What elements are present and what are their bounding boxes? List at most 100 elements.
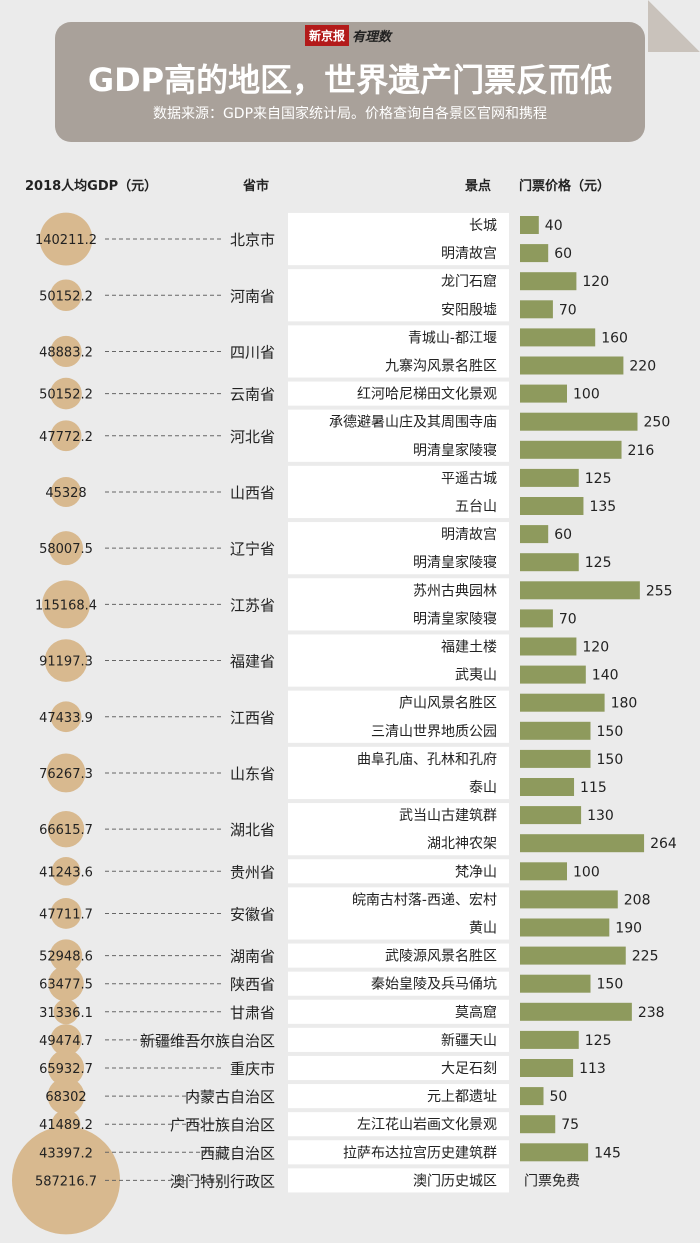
gdp-circle	[49, 939, 83, 972]
price-label: 216	[628, 443, 655, 459]
province-label: 河南省	[230, 287, 275, 305]
site-label: 青城山-都江堰	[408, 330, 497, 346]
price-bar	[520, 1115, 556, 1134]
site-label: 新疆天山	[441, 1033, 497, 1049]
gdp-value: 47772.2	[39, 430, 93, 445]
site-box	[288, 746, 509, 800]
price-label: 180	[611, 696, 638, 712]
price-bar	[520, 1059, 574, 1077]
gdp-circle	[50, 420, 82, 452]
province-label: 云南省	[230, 386, 275, 404]
price-label: 100	[573, 387, 600, 403]
price-bar	[520, 946, 626, 965]
site-label: 梵净山	[455, 864, 497, 880]
price-bar	[520, 1030, 579, 1049]
price-label: 70	[559, 302, 577, 318]
province-label: 重庆市	[230, 1060, 275, 1078]
price-label: 120	[582, 274, 609, 290]
site-box	[288, 1112, 509, 1137]
site-box	[288, 1055, 509, 1081]
gdp-circle	[50, 898, 82, 929]
site-box	[288, 690, 509, 743]
site-label: 武当山古建筑群	[399, 808, 497, 824]
site-box	[288, 409, 509, 462]
logo: 新京报 有理数	[305, 25, 391, 46]
price-label: 255	[646, 583, 673, 599]
price-label: 130	[587, 808, 614, 824]
site-box	[288, 999, 509, 1024]
gdp-value: 45328	[45, 486, 86, 501]
price-bar	[520, 581, 640, 600]
site-box	[288, 803, 509, 856]
province-label: 福建省	[230, 653, 275, 671]
site-box	[288, 1084, 509, 1109]
province-label: 甘肃省	[230, 1004, 275, 1022]
price-label: 150	[597, 724, 624, 740]
price-label: 门票免费	[524, 1173, 580, 1189]
site-box	[288, 578, 509, 631]
gdp-value: 31336.1	[39, 1006, 93, 1021]
price-label: 238	[638, 1005, 665, 1021]
gdp-value: 50152.2	[39, 388, 93, 403]
gdp-value: 50152.2	[39, 289, 93, 304]
price-label: 113	[579, 1061, 606, 1077]
gdp-circle	[48, 965, 84, 1002]
province-column-header: 省市	[243, 179, 270, 194]
province-label: 内蒙古自治区	[185, 1088, 275, 1106]
province-label: 四川省	[230, 343, 275, 361]
data-source-note: 数据来源：GDP来自国家统计局。价格查询自各景区官网和携程	[152, 106, 548, 122]
logo-red-text: 新京报	[305, 25, 350, 46]
price-bar	[520, 609, 553, 628]
gdp-value: 68302	[45, 1090, 86, 1105]
price-bar	[520, 721, 591, 740]
price-label: 50	[550, 1089, 568, 1105]
price-bar	[520, 525, 549, 544]
gdp-circle	[51, 856, 81, 886]
gdp-value: 76267.3	[39, 767, 93, 782]
site-label: 长城	[469, 218, 497, 234]
site-label: 秦始皇陵及兵马俑坑	[371, 977, 497, 993]
site-label: 元上都遗址	[427, 1089, 497, 1105]
page-fold-cut	[648, 0, 700, 52]
site-label: 皖南古村落-西递、宏村	[352, 892, 497, 908]
price-label: 145	[594, 1145, 621, 1161]
site-label: 龙门石窟	[441, 273, 497, 290]
price-bar	[520, 665, 586, 684]
price-bar	[520, 328, 596, 347]
price-bar	[520, 356, 624, 375]
province-label: 辽宁省	[230, 540, 275, 558]
price-label: 208	[624, 892, 651, 908]
gdp-circle	[53, 999, 79, 1025]
price-label: 150	[597, 752, 624, 768]
gdp-value: 65932.7	[39, 1062, 93, 1077]
price-label: 60	[554, 527, 572, 543]
logo-sub-text: 有理数	[352, 30, 392, 45]
site-label: 拉萨布达拉宫历史建筑群	[343, 1145, 497, 1161]
gdp-circle	[44, 639, 88, 682]
price-bar	[520, 637, 577, 656]
gdp-value: 140211.2	[35, 233, 97, 248]
site-label: 澳门历史城区	[413, 1173, 497, 1189]
gdp-value: 43397.2	[39, 1146, 93, 1161]
site-box	[288, 887, 509, 940]
gdp-value: 41243.6	[39, 865, 93, 880]
title-banner	[55, 22, 645, 142]
price-label: 100	[573, 864, 600, 880]
gdp-circle	[47, 1077, 85, 1115]
site-label: 安阳殷墟	[441, 302, 497, 318]
price-bar	[520, 1143, 589, 1162]
gdp-circle	[50, 701, 82, 733]
price-bar	[520, 216, 539, 234]
site-label: 三清山世界地质公园	[371, 724, 497, 740]
site-label: 黄山	[469, 920, 497, 937]
gdp-value: 52948.6	[39, 950, 93, 965]
price-bar	[520, 1087, 544, 1106]
price-label: 140	[592, 668, 619, 684]
province-label: 山东省	[230, 765, 275, 783]
site-label: 红河哈尼梯田文化景观	[357, 387, 497, 403]
gdp-circle	[50, 335, 82, 368]
gdp-value: 41489.2	[39, 1118, 93, 1133]
gdp-circle	[50, 476, 82, 507]
price-label: 115	[580, 780, 607, 796]
gdp-value: 91197.3	[39, 655, 93, 670]
